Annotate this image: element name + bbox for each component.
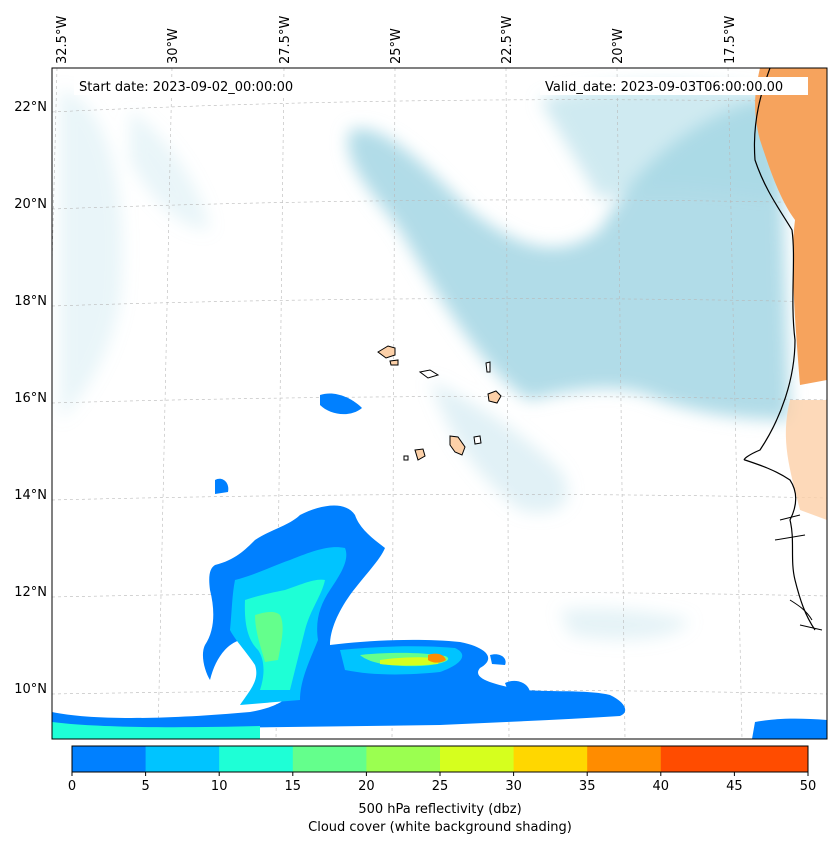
reflectivity-max-cell (428, 653, 446, 663)
colorbar-tick-label: 50 (800, 779, 817, 794)
colorbar-tick-label: 35 (579, 779, 596, 794)
lat-label: 14°N (14, 488, 47, 503)
colorbar: 0 5 10 15 20 25 30 35 40 45 50 (68, 745, 817, 794)
colorbar-segment (219, 746, 294, 772)
colorbar-tick-label: 25 (432, 779, 449, 794)
map-frame (51, 67, 828, 740)
colorbar-segment (366, 746, 441, 772)
colorbar-segment (734, 746, 809, 772)
lat-label: 18°N (14, 294, 47, 309)
lon-label: 20°W (611, 28, 626, 64)
colorbar-segment (587, 746, 662, 772)
lon-label: 22.5°W (500, 16, 515, 64)
latitude-labels: 22°N 20°N 18°N 16°N 14°N 12°N 10°N (14, 100, 47, 697)
island-brava (403, 455, 409, 461)
colorbar-tick-label: 45 (726, 779, 743, 794)
colorbar-segment (72, 746, 147, 772)
reflectivity-field (52, 393, 827, 739)
colorbar-tick-label: 0 (68, 779, 76, 794)
start-date-label: Start date: 2023-09-02_00:00:00 (79, 80, 293, 95)
colorbar-tick-label: 10 (211, 779, 228, 794)
africa-land (743, 68, 827, 631)
colorbar-tick-label: 15 (285, 779, 302, 794)
lat-label: 10°N (14, 682, 47, 697)
colorbar-tick-label: 40 (653, 779, 670, 794)
valid-date-label: Valid_date: 2023-09-03T06:00:00.00 (545, 80, 783, 95)
colorbar-tick-label: 30 (505, 779, 522, 794)
colorbar-segment (292, 746, 367, 772)
lon-label: 32.5°W (55, 16, 70, 64)
colorbar-segment (145, 746, 220, 772)
island-santiago (449, 435, 466, 456)
lat-label: 16°N (14, 391, 47, 406)
island-sao-nicolau (418, 369, 440, 379)
colorbar-sublabel: Cloud cover (white background shading) (308, 820, 572, 835)
cape-verde-islands (377, 345, 502, 461)
island-santo-antao (377, 345, 396, 359)
colorbar-segment (660, 746, 735, 772)
lat-label: 22°N (14, 100, 47, 115)
island-sal (485, 361, 491, 373)
lon-label: 17.5°W (723, 16, 738, 64)
lat-label: 20°N (14, 197, 47, 212)
longitude-labels: 32.5°W 30°W 27.5°W 25°W 22.5°W 20°W 17.5… (55, 16, 738, 64)
colorbar-label: 500 hPa reflectivity (dbz) (358, 802, 521, 817)
island-boa-vista (487, 390, 502, 404)
colorbar-tick-label: 5 (141, 779, 149, 794)
island-fogo (414, 448, 426, 461)
lon-label: 27.5°W (278, 16, 293, 64)
colorbar-segment (440, 746, 515, 772)
lat-label: 12°N (14, 585, 47, 600)
colorbar-tick-label: 20 (358, 779, 375, 794)
colorbar-segment (513, 746, 588, 772)
lon-label: 30°W (166, 28, 181, 64)
lon-label: 25°W (389, 28, 404, 64)
reflectivity-patch-small (320, 393, 362, 415)
island-sao-vicente (389, 359, 399, 366)
island-maio (473, 435, 482, 445)
